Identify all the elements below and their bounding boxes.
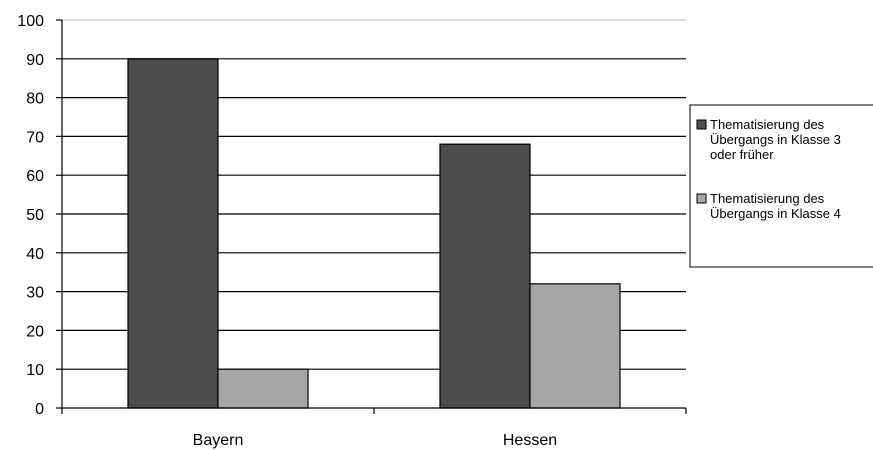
legend-label-line: Übergangs in Klasse 3	[710, 132, 841, 147]
bar-hessen-series-2	[529, 283, 621, 409]
legend-swatch-2	[696, 193, 707, 204]
y-tick-label: 70	[26, 129, 44, 146]
y-tick-label: 30	[26, 285, 44, 302]
y-tick-label: 90	[26, 52, 44, 69]
x-category-label: Bayern	[193, 432, 244, 449]
bar-bayern-series-2	[217, 368, 309, 409]
y-tick-label: 0	[35, 401, 44, 418]
bar-bayern-series-1	[127, 58, 219, 409]
x-category-label: Hessen	[503, 432, 557, 449]
legend-box	[689, 104, 873, 268]
legend-label-line: oder früher	[710, 147, 774, 162]
legend-label-line: Thematisierung des	[710, 191, 825, 206]
legend-label-line: Übergangs in Klasse 4	[710, 206, 841, 221]
y-tick-label: 50	[26, 207, 44, 224]
x-axis-category-labels: Bayern Hessen	[193, 432, 557, 449]
legend-label-line: Thematisierung des	[710, 117, 825, 132]
bar-hessen-series-1	[439, 143, 531, 409]
y-tick-label: 40	[26, 246, 44, 263]
y-tick-label: 60	[26, 168, 44, 185]
axes	[61, 20, 687, 414]
y-axis-tick-labels: 0 10 20 30 40 50 60 70 80 90 100	[17, 13, 62, 418]
bars	[127, 58, 621, 409]
legend-swatch-1	[696, 119, 707, 130]
y-tick-label: 20	[26, 323, 44, 340]
y-tick-label: 10	[26, 362, 44, 379]
y-tick-label: 100	[17, 13, 44, 30]
legend-label-2: Thematisierung des Übergangs in Klasse 4	[710, 191, 841, 221]
y-tick-label: 80	[26, 91, 44, 108]
